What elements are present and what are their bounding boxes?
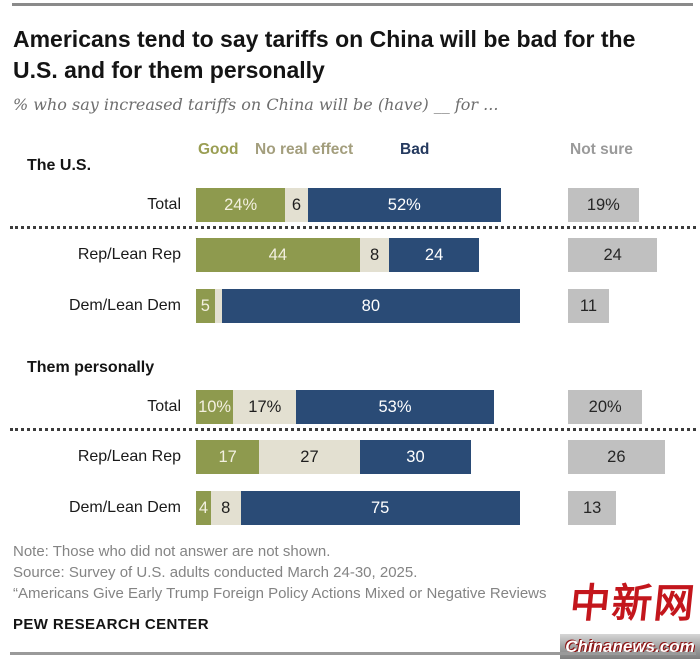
- row-label: Dem/Lean Dem: [68, 297, 181, 314]
- chart-subtitle: % who say increased tariffs on China wil…: [13, 95, 499, 114]
- row-label: Rep/Lean Rep: [77, 246, 181, 263]
- bar-segment-no-real-effect: 17%: [233, 390, 297, 424]
- bar-segment-good: 5: [196, 289, 215, 323]
- row-label: Dem/Lean Dem: [68, 499, 181, 516]
- legend: Good No real effect Bad Not sure: [0, 141, 700, 161]
- bar-segment-bad: 80: [222, 289, 520, 323]
- dotted-separator: [10, 428, 696, 431]
- legend-item-not-sure: Not sure: [570, 141, 633, 158]
- bar-segment-no-real-effect: 8: [359, 238, 390, 272]
- row-label: Rep/Lean Rep: [77, 448, 181, 465]
- legend-item-bad: Bad: [400, 141, 430, 158]
- bar-segment-no-real-effect: 6: [285, 188, 308, 222]
- legend-item-good: Good: [198, 141, 239, 158]
- dotted-separator: [10, 226, 696, 229]
- bar-row: Rep/Lean Rep 44 8 24 24: [0, 238, 700, 272]
- bar-segment-bad: 52%: [307, 188, 502, 222]
- not-sure-box: 20%: [568, 390, 643, 424]
- row-label: Total: [147, 196, 181, 213]
- bottom-divider: [10, 652, 696, 655]
- bar-segment-good: 17: [196, 440, 260, 474]
- bar-row: Rep/Lean Rep 17 27 30 26: [0, 440, 700, 474]
- bar-row: Total 24% 6 52% 19%: [0, 188, 700, 222]
- bar-segment-no-real-effect: [214, 289, 223, 323]
- org-name: PEW RESEARCH CENTER: [13, 616, 209, 633]
- section-header-personally: Them personally: [27, 359, 155, 376]
- not-sure-box: 26: [568, 440, 665, 474]
- not-sure-box: 24: [568, 238, 658, 272]
- not-sure-box: 13: [568, 491, 617, 525]
- bar-segment-bad: 53%: [296, 390, 494, 424]
- bar-segment-bad: 24: [389, 238, 479, 272]
- bar-segment-no-real-effect: 27: [259, 440, 360, 474]
- bar-row: Dem/Lean Dem 4 8 75 13: [0, 491, 700, 525]
- bar-row: Total 10% 17% 53% 20%: [0, 390, 700, 424]
- row-label: Total: [147, 398, 181, 415]
- bar-segment-good: 44: [196, 238, 360, 272]
- legend-item-no-real-effect: No real effect: [255, 141, 354, 158]
- watermark-chinanews-label: Chinanews.com: [560, 634, 700, 659]
- footer-source: Source: Survey of U.S. adults conducted …: [13, 564, 418, 581]
- bar-segment-good: 24%: [196, 188, 286, 222]
- watermark-chinese-logo: 中新网: [567, 580, 699, 627]
- not-sure-box: 19%: [568, 188, 639, 222]
- section-header-us: The U.S.: [27, 157, 92, 174]
- chart-title: Americans tend to say tariffs on China w…: [13, 26, 636, 83]
- bar-segment-good: 4: [196, 491, 211, 525]
- not-sure-box: 11: [568, 289, 609, 323]
- bar-row: Dem/Lean Dem 5 80 11: [0, 289, 700, 323]
- bar-segment-good: 10%: [196, 390, 234, 424]
- bar-segment-bad: 30: [359, 440, 472, 474]
- footer-report-title: “Americans Give Early Trump Foreign Poli…: [13, 585, 547, 602]
- top-divider: [12, 3, 693, 6]
- footer-note: Note: Those who did not answer are not s…: [13, 543, 331, 560]
- bar-segment-no-real-effect: 8: [210, 491, 241, 525]
- bar-segment-bad: 75: [240, 491, 520, 525]
